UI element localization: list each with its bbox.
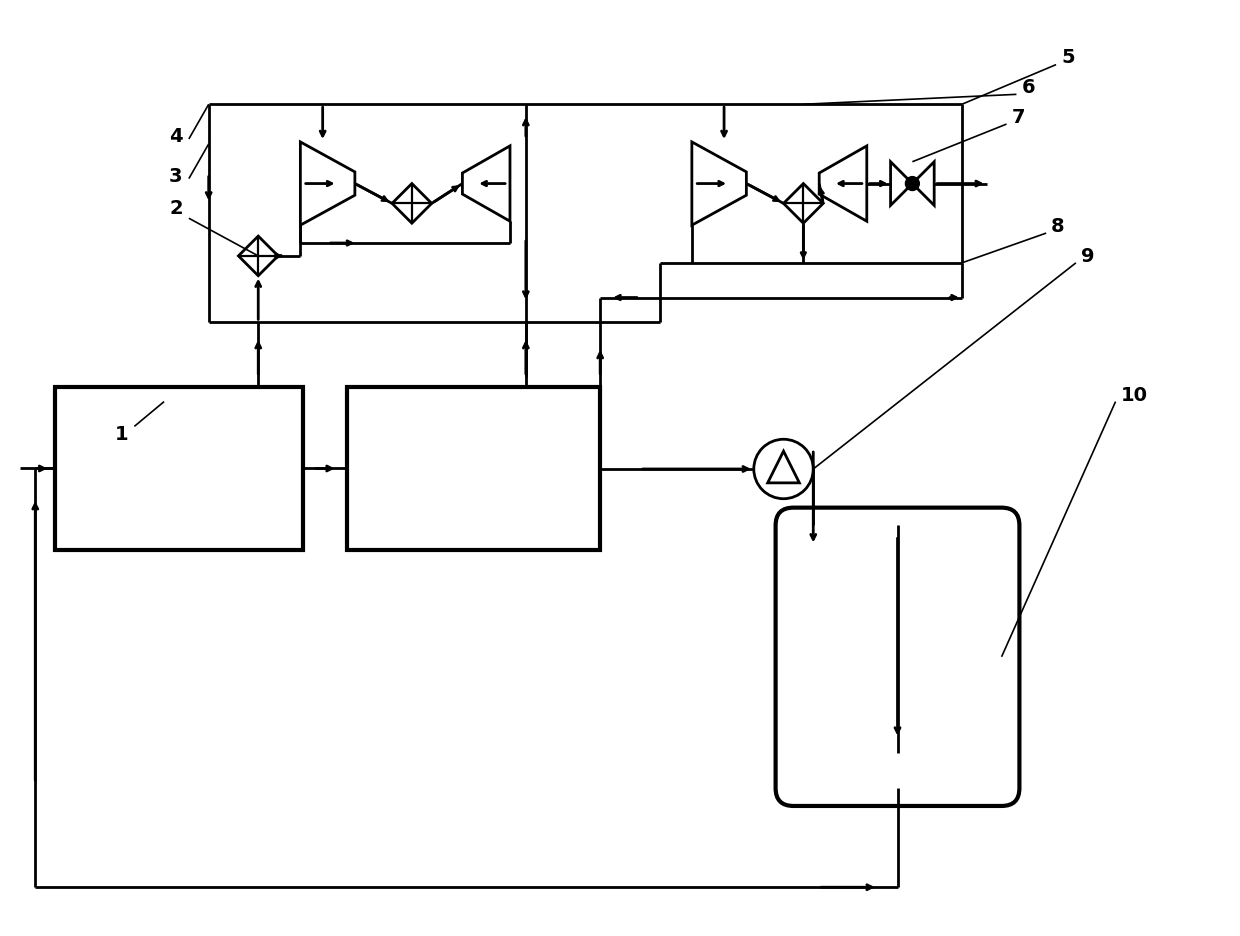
Text: 9: 9 <box>1081 246 1095 266</box>
Circle shape <box>905 178 919 191</box>
Bar <box>347 388 600 550</box>
Text: 8: 8 <box>1052 217 1065 236</box>
Bar <box>55 388 303 550</box>
Text: 2: 2 <box>169 199 182 218</box>
Text: 7: 7 <box>1012 108 1025 127</box>
Text: 5: 5 <box>1061 48 1075 66</box>
Text: 4: 4 <box>169 126 182 146</box>
Text: 1: 1 <box>114 425 128 444</box>
Text: 3: 3 <box>169 167 182 185</box>
Text: 6: 6 <box>1022 79 1035 97</box>
Text: 10: 10 <box>1121 386 1147 404</box>
FancyBboxPatch shape <box>775 508 1019 806</box>
